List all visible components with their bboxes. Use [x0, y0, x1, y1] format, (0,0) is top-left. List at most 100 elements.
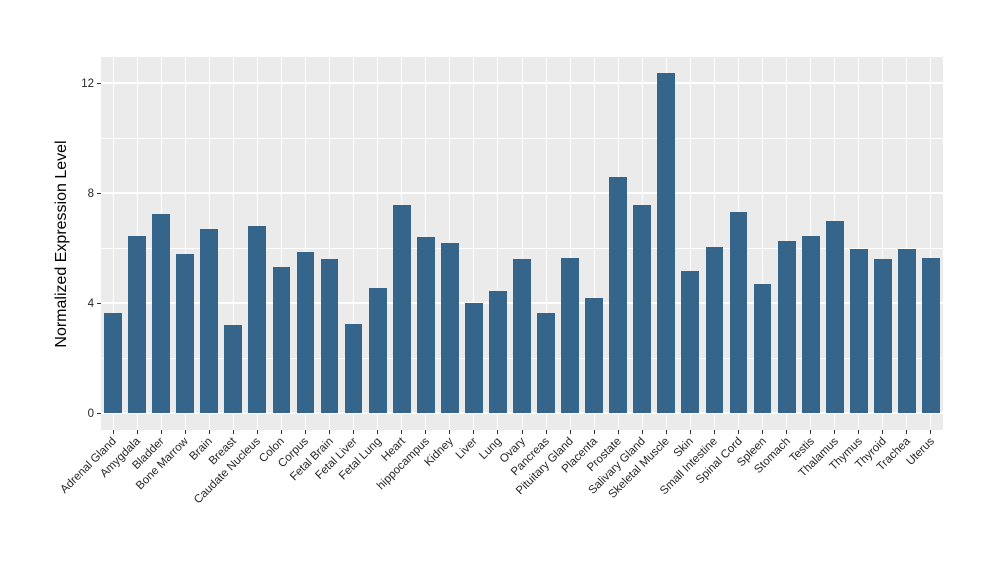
- bar-testis: [801, 235, 820, 413]
- bar-spleen: [753, 283, 772, 413]
- x-tick-mark: [762, 430, 764, 434]
- x-tick-mark: [304, 430, 306, 434]
- x-gridline: [232, 57, 234, 430]
- bar-caudate-nucleus: [248, 226, 267, 413]
- x-gridline: [497, 57, 499, 430]
- x-tick-mark: [906, 430, 908, 434]
- x-tick-mark: [738, 430, 739, 434]
- x-gridline: [353, 57, 355, 430]
- x-tick-mark: [353, 430, 355, 434]
- y-minor-gridline: [101, 248, 943, 249]
- y-tick-label: 0: [87, 407, 94, 420]
- x-tick-mark: [280, 430, 282, 434]
- x-tick-mark: [232, 430, 234, 434]
- bar-pancreas: [537, 312, 555, 413]
- bar-pituitary-gland: [561, 257, 579, 413]
- bar-breast: [224, 325, 243, 413]
- x-tick-mark: [545, 430, 547, 434]
- y-tick-mark: [97, 413, 101, 414]
- x-gridline: [689, 57, 691, 430]
- x-gridline: [184, 57, 186, 430]
- x-tick-mark: [136, 430, 138, 434]
- bar-small-intestine: [705, 246, 724, 413]
- x-gridline: [377, 57, 379, 430]
- x-gridline: [713, 57, 715, 430]
- bar-hippocampus: [416, 237, 435, 413]
- bar-fetal-brain: [320, 259, 339, 413]
- x-tick-mark: [497, 430, 499, 434]
- bar-bladder: [152, 213, 171, 413]
- x-tick-mark: [665, 430, 667, 434]
- bar-fetal-liver: [344, 323, 363, 413]
- y-tick-mark: [97, 83, 101, 84]
- x-tick-label: Liver: [453, 435, 480, 462]
- bar-skin: [681, 271, 700, 413]
- bar-adrenal-gland: [104, 312, 122, 413]
- x-tick-mark: [449, 430, 451, 434]
- x-gridline: [762, 57, 764, 430]
- x-tick-mark: [689, 430, 691, 434]
- x-gridline: [545, 57, 547, 430]
- bar-placenta: [585, 297, 604, 413]
- x-gridline: [906, 57, 908, 430]
- bar-salivary-gland: [633, 205, 652, 413]
- x-tick-mark: [401, 430, 403, 434]
- x-tick-mark: [473, 430, 475, 434]
- y-tick-mark: [97, 193, 101, 194]
- bar-kidney: [440, 242, 459, 413]
- y-tick-mark: [97, 303, 101, 304]
- x-tick-mark: [810, 430, 812, 434]
- x-tick-mark: [208, 430, 210, 434]
- x-tick-mark: [160, 430, 162, 434]
- x-tick-mark: [930, 430, 932, 434]
- x-gridline: [593, 57, 595, 430]
- y-axis-title: Normalized Expression Level: [53, 139, 70, 348]
- bar-thymus: [849, 249, 868, 413]
- bar-thalamus: [825, 220, 844, 413]
- x-tick-mark: [425, 430, 427, 434]
- bar-fetal-lung: [368, 287, 387, 413]
- bar-trachea: [898, 249, 916, 413]
- bar-brain: [200, 228, 219, 413]
- x-tick-mark: [593, 430, 595, 434]
- x-tick-mark: [834, 430, 836, 434]
- x-gridline: [882, 57, 884, 430]
- x-tick-mark: [112, 430, 114, 434]
- x-gridline: [280, 57, 282, 430]
- bar-corpus: [296, 252, 315, 413]
- y-major-gridline: [101, 192, 943, 194]
- x-gridline: [329, 57, 331, 430]
- x-tick-mark: [882, 430, 884, 434]
- x-tick-mark: [521, 430, 523, 434]
- bar-uterus: [922, 257, 940, 413]
- x-tick-mark: [617, 430, 619, 434]
- x-tick-mark: [641, 430, 643, 434]
- x-tick-mark: [256, 430, 258, 434]
- y-major-gridline: [101, 82, 943, 84]
- bar-liver: [464, 303, 483, 413]
- bar-skeletal-muscle: [657, 73, 676, 413]
- plot-panel: [101, 57, 943, 430]
- y-tick-label: 4: [87, 297, 94, 310]
- y-tick-label: 8: [87, 187, 94, 200]
- x-gridline: [521, 57, 523, 430]
- bar-amygdala: [128, 235, 146, 413]
- x-tick-mark: [184, 430, 186, 434]
- x-gridline: [473, 57, 475, 430]
- bar-spinal-cord: [729, 212, 748, 413]
- bar-ovary: [513, 259, 531, 413]
- bar-thyroid: [873, 259, 892, 413]
- x-gridline: [304, 57, 306, 430]
- x-tick-mark: [377, 430, 379, 434]
- y-tick-label: 12: [81, 77, 94, 90]
- x-tick-mark: [858, 430, 860, 434]
- x-gridline: [569, 57, 571, 430]
- x-gridline: [112, 57, 114, 430]
- bar-stomach: [777, 241, 796, 413]
- bar-bone-marrow: [176, 253, 195, 413]
- bar-colon: [272, 267, 291, 413]
- bar-heart: [392, 205, 411, 413]
- x-tick-mark: [786, 430, 788, 434]
- x-gridline: [858, 57, 860, 430]
